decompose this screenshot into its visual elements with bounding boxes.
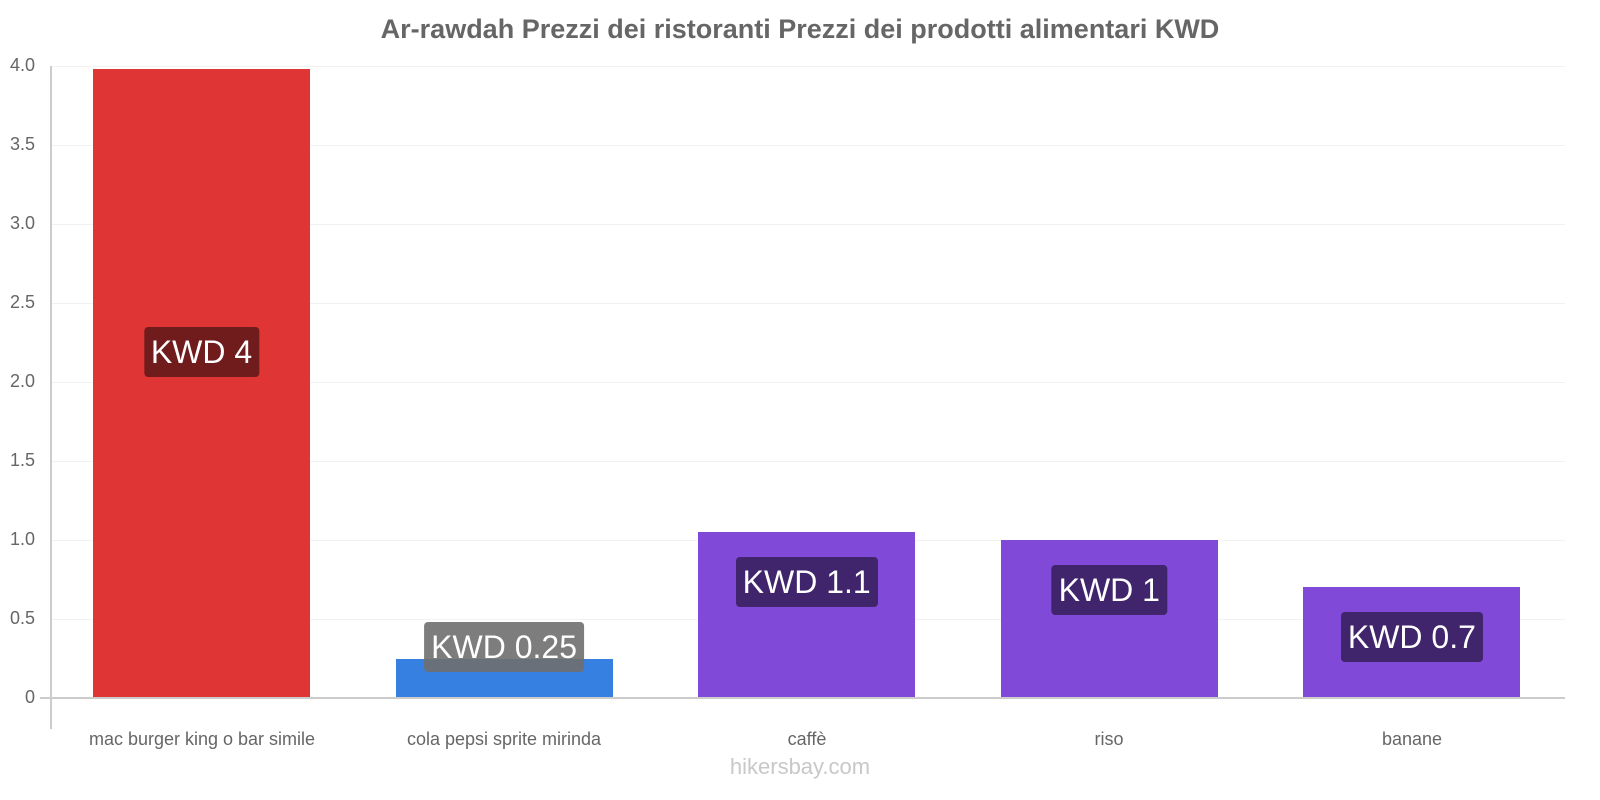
y-tick-label: 0.5: [9, 608, 35, 628]
y-tick-label: 4.0: [9, 55, 35, 75]
gridline: [52, 303, 1565, 304]
value-label: KWD 1.1: [735, 557, 878, 608]
x-axis-line: [40, 697, 1565, 699]
bar-riso[interactable]: [1000, 540, 1218, 698]
y-tick-label: 1.0: [9, 529, 35, 549]
x-tick-label: caffè: [787, 729, 827, 749]
y-tick-label: 1.5: [9, 450, 35, 470]
watermark: hikersbay.com: [729, 754, 871, 779]
x-tick-label: banane: [1381, 729, 1443, 749]
x-tick-label: riso: [1094, 729, 1124, 749]
x-tick-label: cola pepsi sprite mirinda: [406, 729, 602, 749]
value-label: KWD 0.7: [1340, 612, 1483, 663]
gridline: [52, 66, 1565, 67]
y-axis-line: [50, 66, 52, 729]
y-tick-label: 2.0: [9, 371, 35, 391]
gridline: [52, 224, 1565, 225]
value-label: KWD 4: [143, 327, 260, 378]
value-label: KWD 0.25: [424, 621, 585, 672]
bar-mac-burger[interactable]: [93, 69, 310, 698]
y-tick-label: 0: [24, 687, 35, 707]
gridline: [52, 461, 1565, 462]
y-tick-label: 3.5: [9, 134, 35, 154]
chart-title: Ar-rawdah Prezzi dei ristoranti Prezzi d…: [380, 14, 1220, 44]
gridline: [52, 382, 1565, 383]
x-tick-label: mac burger king o bar simile: [88, 729, 316, 749]
y-tick-label: 3.0: [9, 213, 35, 233]
y-tick-label: 2.5: [9, 292, 35, 312]
value-label: KWD 1: [1051, 565, 1167, 615]
gridline: [52, 145, 1565, 146]
